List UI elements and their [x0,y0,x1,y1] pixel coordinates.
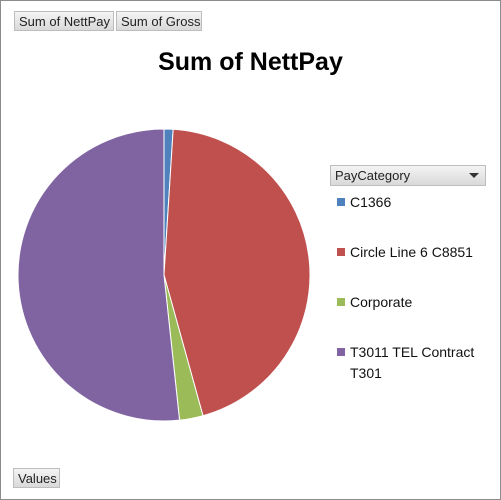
sum-of-gross-field-button[interactable]: Sum of Gross [116,11,202,31]
legend-swatch [337,198,345,206]
legend-item-corporate[interactable]: Corporate [337,292,487,313]
legend-label: Corporate [350,294,413,310]
legend-label: Circle Line 6 C8851 [350,244,473,260]
chevron-down-icon[interactable] [469,173,479,178]
pie-slice-circle-line-6-c8851[interactable] [163,128,311,417]
legend-label: T3011 TEL Contract T301 [350,344,475,381]
legend-swatch [337,348,345,356]
chart-title[interactable]: Sum of NettPay [158,48,343,76]
legend-swatch [337,248,345,256]
paycategory-filter-button[interactable]: PayCategory [330,165,486,186]
legend-label: C1366 [350,194,392,210]
legend-header-label: PayCategory [335,168,411,183]
legend-item-t3011-tel-contract-t301[interactable]: T3011 TEL Contract T301 [337,342,487,384]
sum-of-nettpay-field-button[interactable]: Sum of NettPay [14,11,114,31]
legend-item-circle-line-6-c8851[interactable]: Circle Line 6 C8851 [337,242,487,263]
legend-swatch [337,298,345,306]
values-field-button[interactable]: Values [13,468,60,488]
legend-item-c1366[interactable]: C1366 [337,192,487,213]
pie-slice-t3011-tel-contract-t301[interactable] [17,128,181,422]
